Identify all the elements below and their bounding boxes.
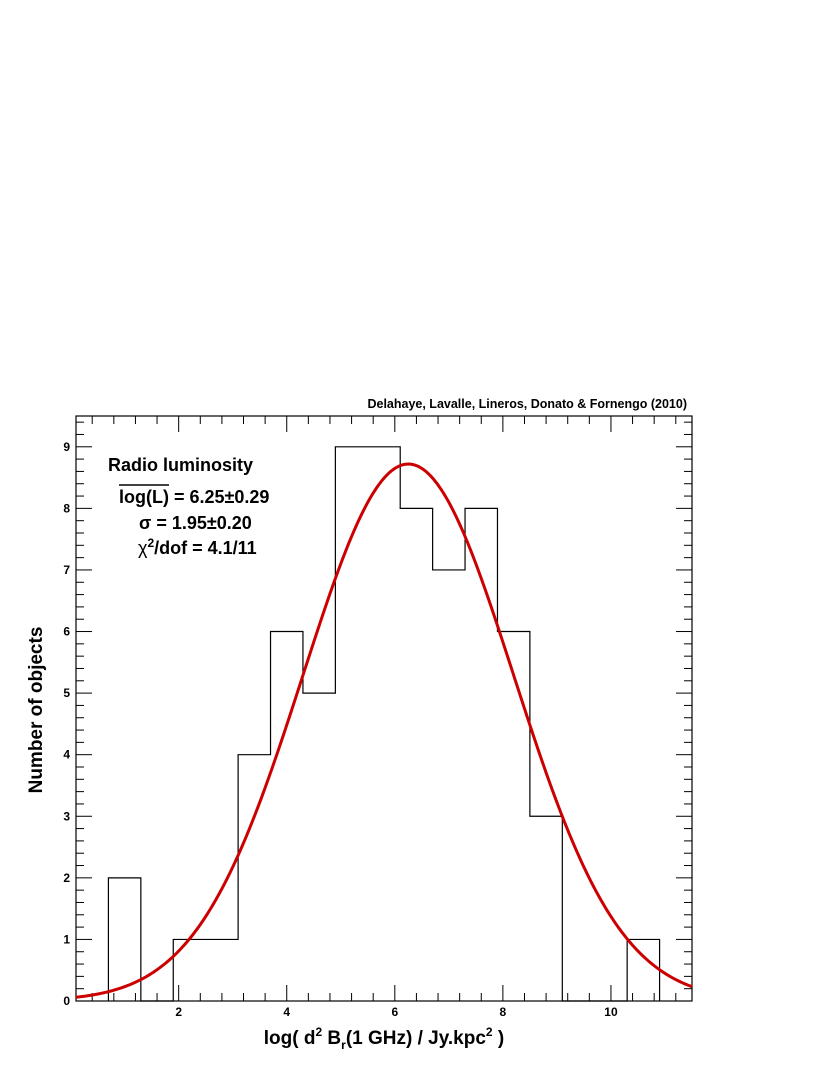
x-tick-label: 8 [500, 1005, 507, 1019]
x-tick-label: 4 [283, 1005, 290, 1019]
annotation-mean-line: log(L) = 6.25±0.29 [119, 487, 269, 507]
y-tick-label: 6 [63, 625, 70, 639]
histogram-bar [335, 447, 367, 1001]
fit-annotation: Radio luminosity log(L) = 6.25±0.29 σ = … [108, 455, 269, 558]
y-tick-label: 7 [63, 563, 70, 577]
histogram-bar [206, 939, 238, 1001]
y-tick-label: 9 [63, 440, 70, 454]
y-tick-label: 1 [63, 932, 70, 946]
histogram-bar [238, 755, 270, 1001]
histogram-bar [627, 939, 659, 1001]
x-tick-label: 10 [604, 1005, 618, 1019]
mean-label: log(L) [119, 487, 169, 507]
xlabel-prefix: log( d [264, 1028, 316, 1049]
histogram-bar [497, 632, 529, 1001]
credit-label: Delahaye, Lavalle, Lineros, Donato & For… [367, 397, 687, 411]
xlabel-sup2: 2 [486, 1025, 493, 1039]
axis-ticks [76, 416, 692, 1002]
histogram-bar [173, 939, 205, 1001]
y-tick-labels: 0 1 2 3 4 5 6 7 8 9 [63, 440, 70, 1008]
chi-symbol: χ [138, 538, 148, 558]
annotation-heading: Radio luminosity [108, 455, 253, 475]
xlabel-mid1: B [322, 1028, 341, 1049]
xlabel-mid2: (1 GHz) / Jy.kpc [346, 1028, 487, 1049]
xlabel-sup1: 2 [315, 1025, 322, 1039]
annotation-sigma-line: σ = 1.95±0.20 [139, 513, 252, 533]
histogram-bar [530, 816, 562, 1001]
y-tick-label: 2 [63, 871, 70, 885]
y-tick-label: 0 [63, 994, 70, 1008]
y-tick-label: 5 [63, 686, 70, 700]
annotation-chi2-line: χ2/dof = 4.1/11 [138, 536, 257, 558]
xlabel-suffix: ) [493, 1028, 505, 1049]
y-tick-label: 8 [63, 501, 70, 515]
histogram-bar [433, 570, 465, 1001]
histogram-bar [368, 447, 400, 1001]
chi-rest: /dof = 4.1/11 [154, 538, 257, 558]
y-axis-label: Number of objects [26, 627, 47, 794]
x-axis-label: log( d2 Br(1 GHz) / Jy.kpc2 ) [264, 1025, 504, 1052]
histogram-bar [303, 693, 335, 1001]
histogram-bar [400, 508, 432, 1001]
plot-frame [75, 415, 693, 1002]
x-tick-label: 2 [175, 1005, 182, 1019]
gaussian-fit-curve [75, 462, 693, 999]
y-tick-label: 4 [63, 748, 70, 762]
mean-value: = 6.25±0.29 [169, 487, 269, 507]
x-tick-labels: 2 4 6 8 10 [175, 1005, 618, 1019]
xlabel-sub1: r [341, 1038, 346, 1052]
chi-superscript: 2 [147, 536, 154, 550]
x-tick-label: 6 [391, 1005, 398, 1019]
y-tick-label: 3 [63, 809, 70, 823]
histogram-outline [107, 446, 661, 1002]
